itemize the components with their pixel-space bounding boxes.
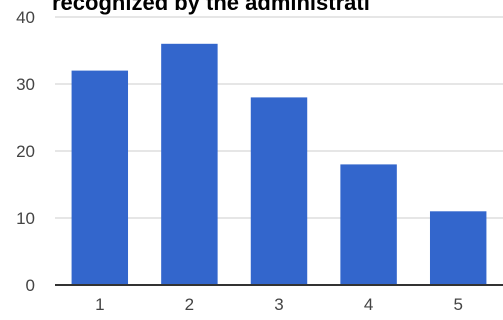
x-axis: 1 2 3 4 5 <box>95 295 463 314</box>
y-tick-label: 20 <box>16 142 35 161</box>
bar-1 <box>71 70 129 285</box>
bar-4 <box>340 164 397 285</box>
y-axis: 0 10 20 30 40 <box>16 8 35 295</box>
bar-2 <box>161 43 218 285</box>
x-tick-label: 4 <box>364 295 373 314</box>
bar-layer <box>71 43 487 286</box>
y-tick-label: 0 <box>26 276 35 295</box>
chart-title: recognized by the administrati <box>52 0 370 15</box>
y-tick-label: 30 <box>16 75 35 94</box>
y-tick-label: 10 <box>16 209 35 228</box>
y-tick-label: 40 <box>16 8 35 27</box>
bar-5 <box>429 211 487 285</box>
x-tick-label: 3 <box>274 295 283 314</box>
x-tick-label: 5 <box>453 295 462 314</box>
x-tick-label: 1 <box>95 295 104 314</box>
bar-3 <box>250 97 308 286</box>
x-tick-label: 2 <box>185 295 194 314</box>
